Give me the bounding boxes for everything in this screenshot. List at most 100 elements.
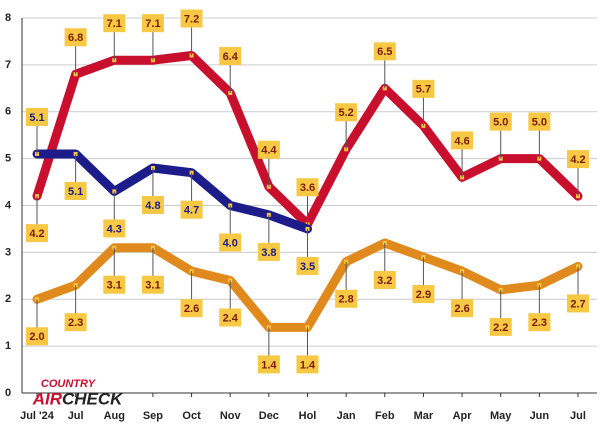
label-box xyxy=(180,200,203,219)
data-label: 2.8 xyxy=(338,294,353,306)
data-label: 2.4 xyxy=(223,312,239,324)
data-label: 4.0 xyxy=(223,237,238,249)
data-label: 2.9 xyxy=(416,289,431,301)
x-tick-label: Hol xyxy=(299,410,317,422)
data-label: 2.6 xyxy=(184,303,199,315)
data-label: 3.1 xyxy=(107,280,122,292)
data-label: 4.2 xyxy=(570,154,585,166)
data-label: 1.4 xyxy=(261,359,277,371)
x-tick-label: Apr xyxy=(453,410,473,422)
label-box xyxy=(141,275,164,294)
data-label: 3.5 xyxy=(300,261,315,273)
label-box xyxy=(412,79,435,98)
label-box xyxy=(180,299,203,318)
data-label: 6.8 xyxy=(68,32,83,44)
data-label: 2.0 xyxy=(29,331,44,343)
label-box xyxy=(567,150,589,169)
data-label: 5.0 xyxy=(532,117,547,129)
x-tick-label: Feb xyxy=(375,410,395,422)
label-box xyxy=(64,28,87,47)
x-tick-label: Dec xyxy=(259,410,279,422)
label-box xyxy=(141,196,164,214)
logo-right: CHECK xyxy=(62,389,124,408)
logo-top: COUNTRY xyxy=(41,378,97,390)
label-box xyxy=(26,107,48,126)
data-label: 2.3 xyxy=(532,317,547,329)
label-box xyxy=(528,112,551,131)
label-box xyxy=(296,355,319,374)
label-box xyxy=(335,289,358,308)
logo: COUNTRY AIR CHECK xyxy=(32,378,124,409)
data-label: 4.3 xyxy=(107,223,122,235)
x-tick-label: Jun xyxy=(530,410,550,422)
label-box xyxy=(451,299,474,318)
data-label: 2.6 xyxy=(454,303,469,315)
data-label: 3.2 xyxy=(377,275,392,287)
data-label: 3.8 xyxy=(261,247,276,259)
y-tick-label: 1 xyxy=(5,340,11,352)
x-tick-label: Sep xyxy=(143,410,163,422)
data-label: 5.1 xyxy=(29,112,44,124)
x-tick-label: Jul '24 xyxy=(20,410,55,422)
x-tick-label: Mar xyxy=(414,410,434,422)
data-label: 1.4 xyxy=(300,359,316,371)
y-tick-label: 2 xyxy=(5,293,11,305)
label-box xyxy=(489,317,512,336)
series-line xyxy=(32,149,312,234)
data-label: 2.7 xyxy=(570,298,585,310)
y-tick-label: 8 xyxy=(5,12,11,24)
label-box xyxy=(219,233,242,252)
label-box xyxy=(103,219,126,238)
label-box xyxy=(257,242,280,261)
x-tick-label: Jan xyxy=(337,410,356,422)
y-tick-label: 6 xyxy=(5,106,11,118)
data-label: 7.1 xyxy=(145,18,160,30)
data-label: 6.4 xyxy=(223,51,239,63)
label-box xyxy=(180,9,203,28)
data-label: 5.7 xyxy=(416,84,431,96)
data-label: 3.6 xyxy=(300,182,315,194)
x-tick-label: May xyxy=(490,410,512,422)
y-tick-label: 5 xyxy=(5,153,11,165)
data-label: 2.3 xyxy=(68,317,83,329)
label-box xyxy=(489,112,512,131)
x-tick-label: Oct xyxy=(182,410,201,422)
label-box xyxy=(64,181,87,200)
label-box xyxy=(373,42,396,61)
label-box xyxy=(141,14,164,33)
label-box xyxy=(219,47,242,65)
label-box xyxy=(373,271,396,289)
label-box xyxy=(257,355,280,374)
label-box xyxy=(257,140,280,159)
label-box xyxy=(103,14,126,33)
label-box xyxy=(219,308,242,327)
label-box xyxy=(567,294,589,313)
data-label: 5.1 xyxy=(68,186,83,198)
x-tick-label: Aug xyxy=(104,410,125,422)
data-label: 4.4 xyxy=(261,145,277,157)
label-box xyxy=(26,224,48,243)
y-tick-label: 0 xyxy=(5,387,11,399)
data-label: 2.2 xyxy=(493,322,508,334)
label-box xyxy=(451,131,474,150)
label-box xyxy=(64,313,87,332)
label-box xyxy=(528,313,551,332)
data-label: 3.1 xyxy=(145,280,160,292)
y-tick-label: 7 xyxy=(5,59,11,71)
data-label: 6.5 xyxy=(377,46,392,58)
label-box xyxy=(103,275,126,294)
label-box xyxy=(296,178,319,197)
logo-left: AIR xyxy=(32,389,63,408)
x-tick-label: Nov xyxy=(220,410,242,422)
x-tick-label: Jul xyxy=(68,410,84,422)
data-label: 5.0 xyxy=(493,117,508,129)
data-label: 7.2 xyxy=(184,13,199,25)
data-label: 5.2 xyxy=(338,107,353,119)
x-tick-label: Jul xyxy=(570,410,586,422)
y-tick-label: 4 xyxy=(5,199,12,211)
label-box xyxy=(26,327,48,346)
label-box xyxy=(335,103,358,122)
data-label: 4.7 xyxy=(184,205,199,217)
data-label: 4.2 xyxy=(29,228,44,240)
